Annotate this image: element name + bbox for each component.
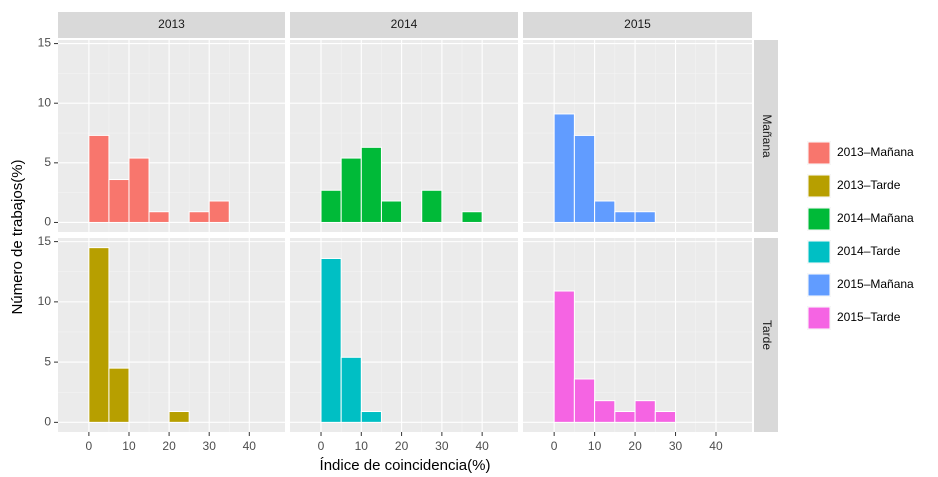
x-tick-label: 0 xyxy=(86,439,93,453)
bar xyxy=(320,189,342,223)
y-tick-label: 5 xyxy=(44,155,51,169)
x-tick-label: 40 xyxy=(709,439,723,453)
facet-strip xyxy=(290,12,518,38)
x-axis-title: Índice de coincidencia(%) xyxy=(320,457,491,474)
bar xyxy=(360,146,382,223)
x-tick-label: 0 xyxy=(318,439,325,453)
x-tick-label: 10 xyxy=(122,439,136,453)
bar xyxy=(634,211,656,223)
y-axis-title: Número de trabajos(%) xyxy=(9,159,26,314)
bar xyxy=(573,378,596,423)
facet-strip-label: 2014 xyxy=(391,17,418,31)
bar xyxy=(421,189,443,223)
bar xyxy=(553,113,575,223)
facet-strip xyxy=(754,40,778,232)
bar xyxy=(148,211,170,223)
bar xyxy=(128,157,150,223)
y-tick-label: 15 xyxy=(38,36,52,50)
bar xyxy=(88,247,110,423)
x-tick-label: 20 xyxy=(628,439,642,453)
bar xyxy=(634,400,656,423)
bar xyxy=(108,179,130,223)
bar xyxy=(594,400,616,423)
legend-key xyxy=(807,306,831,330)
legend-label: 2014–Tarde xyxy=(837,244,901,258)
legend-label: 2015–Tarde xyxy=(837,310,901,324)
facet-strip-label: 2013 xyxy=(158,17,185,31)
x-tick-label: 40 xyxy=(243,439,257,453)
legend-label: 2015–Mañana xyxy=(837,277,914,291)
bar xyxy=(340,157,362,223)
y-tick-label: 0 xyxy=(44,415,51,429)
legend-label: 2013–Tarde xyxy=(837,178,901,192)
bar xyxy=(108,367,130,423)
facet-strip xyxy=(523,12,752,38)
x-tick-label: 10 xyxy=(355,439,369,453)
bar xyxy=(573,134,596,223)
legend-key xyxy=(807,141,831,165)
facet-strip-label: Tarde xyxy=(760,320,774,350)
bar xyxy=(594,200,616,223)
y-tick-label: 15 xyxy=(38,234,52,248)
bar xyxy=(553,290,575,423)
facet-strip-label: 2015 xyxy=(624,17,651,31)
x-tick-label: 30 xyxy=(435,439,449,453)
legend-key xyxy=(807,273,831,297)
y-tick-label: 0 xyxy=(44,215,51,229)
legend-label: 2013–Mañana xyxy=(837,145,914,159)
bar xyxy=(88,134,110,223)
bar xyxy=(340,356,362,423)
bar xyxy=(614,411,636,423)
x-tick-label: 30 xyxy=(669,439,683,453)
bar xyxy=(188,211,210,223)
facet-strip-label: Mañana xyxy=(760,114,774,158)
x-tick-label: 20 xyxy=(395,439,409,453)
legend-key xyxy=(807,207,831,231)
legend-key xyxy=(807,174,831,198)
legend-label: 2014–Mañana xyxy=(837,211,914,225)
y-tick-label: 10 xyxy=(38,95,52,109)
legend-key xyxy=(807,240,831,264)
x-tick-label: 40 xyxy=(475,439,489,453)
facet-strip xyxy=(754,238,778,432)
bar xyxy=(380,200,403,223)
facet-strip xyxy=(58,12,285,38)
x-tick-label: 0 xyxy=(551,439,558,453)
x-tick-label: 20 xyxy=(162,439,176,453)
bar xyxy=(168,411,190,423)
y-tick-label: 10 xyxy=(38,294,52,308)
x-tick-label: 10 xyxy=(588,439,602,453)
bar xyxy=(654,411,677,423)
bar xyxy=(360,411,382,423)
y-tick-label: 5 xyxy=(44,354,51,368)
bar xyxy=(461,211,483,223)
x-tick-label: 30 xyxy=(203,439,217,453)
bar xyxy=(208,200,230,223)
bar xyxy=(320,257,342,423)
bar xyxy=(614,211,636,223)
